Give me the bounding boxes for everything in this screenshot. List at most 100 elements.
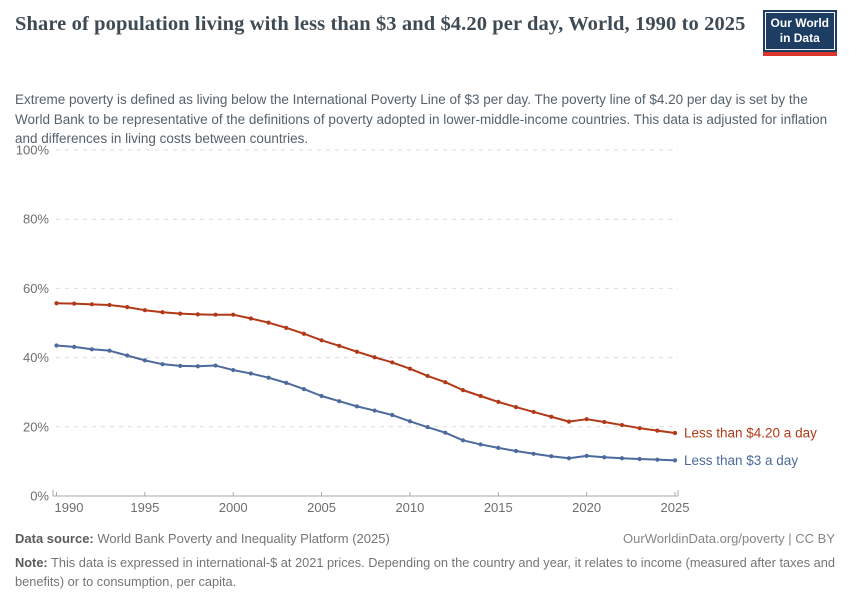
series-line-1 — [55, 344, 676, 462]
data-point — [655, 457, 660, 462]
data-point — [213, 363, 218, 368]
data-point — [619, 422, 625, 428]
data-point — [248, 316, 253, 321]
y-axis-tick-label: 40% — [23, 350, 49, 365]
data-point — [142, 358, 147, 363]
y-axis-tick-label: 80% — [23, 212, 49, 227]
footnote: Note: This data is expressed in internat… — [15, 553, 837, 591]
data-point — [266, 320, 271, 325]
datasource-row: Data source: World Bank Poverty and Ineq… — [15, 531, 835, 546]
data-point — [372, 408, 377, 413]
data-point — [54, 343, 59, 348]
data-point — [337, 399, 342, 404]
data-point — [602, 455, 607, 460]
license-label: CC BY — [795, 531, 835, 546]
x-axis-tick-label: 2005 — [307, 500, 336, 515]
data-point — [231, 312, 236, 317]
data-point — [637, 426, 642, 431]
data-point — [549, 454, 554, 459]
data-point — [390, 412, 395, 418]
data-point — [301, 386, 306, 392]
data-point — [460, 388, 466, 393]
data-point — [195, 364, 200, 369]
data-point — [425, 373, 430, 379]
x-axis-tick-label: 2010 — [395, 500, 424, 515]
data-point — [231, 367, 236, 373]
note-value: This data is expressed in international-… — [15, 555, 835, 590]
x-axis-tick-label: 2020 — [572, 500, 601, 515]
data-point — [478, 442, 483, 447]
data-point — [337, 343, 342, 348]
attribution-separator: | — [784, 531, 796, 546]
data-point — [89, 347, 94, 352]
data-point — [443, 380, 448, 385]
owid-logo-line2: in Data — [779, 31, 820, 45]
y-axis-tick-label: 0% — [30, 489, 49, 504]
data-point — [284, 325, 289, 330]
data-point — [125, 304, 130, 310]
data-point — [125, 353, 130, 358]
data-point — [513, 448, 519, 454]
data-point — [602, 419, 607, 425]
series-label-1: Less than $3 a day — [684, 453, 798, 468]
data-point — [619, 456, 625, 461]
owid-logo-text: Our World in Data — [764, 12, 835, 50]
data-point — [655, 428, 660, 433]
y-axis-tick-label: 20% — [23, 419, 49, 434]
data-point — [425, 425, 430, 430]
owid-poverty-link[interactable]: OurWorldinData.org/poverty — [623, 531, 785, 546]
data-point — [584, 453, 589, 458]
data-point — [319, 338, 324, 343]
attribution: OurWorldinData.org/poverty | CC BY — [623, 531, 835, 546]
series-label-0: Less than $4.20 a day — [684, 426, 817, 441]
data-point — [566, 456, 572, 461]
data-point — [266, 375, 271, 380]
data-point — [213, 312, 218, 317]
data-point — [496, 399, 501, 404]
chart-subtitle: Extreme poverty is defined as living bel… — [15, 92, 828, 147]
data-point — [89, 302, 94, 307]
x-axis-tick-label: 1990 — [55, 500, 84, 515]
data-point — [531, 451, 536, 456]
data-point — [319, 393, 324, 399]
data-point — [496, 445, 501, 451]
data-point — [72, 301, 77, 306]
data-point — [637, 456, 642, 462]
x-axis-tick-label: 2000 — [219, 500, 248, 515]
data-point — [354, 404, 360, 409]
data-point — [407, 419, 413, 424]
data-point — [478, 393, 483, 399]
x-axis-tick-label: 1995 — [130, 500, 159, 515]
data-point — [460, 438, 466, 443]
data-point — [178, 311, 183, 316]
data-point — [513, 404, 519, 410]
owid-logo[interactable]: Our World in Data — [762, 10, 837, 56]
data-point — [178, 363, 183, 369]
x-axis-tick-label: 2025 — [661, 500, 690, 515]
data-point — [160, 310, 165, 315]
owid-logo-line1: Our World — [770, 16, 829, 30]
data-point — [142, 308, 147, 313]
series-line-0 — [55, 302, 676, 435]
note-label: Note: — [15, 555, 48, 570]
data-point — [248, 371, 253, 376]
y-axis-tick-label: 60% — [23, 281, 49, 296]
data-point — [672, 458, 678, 463]
page-title: Share of population living with less tha… — [15, 13, 746, 35]
data-point — [354, 349, 360, 354]
data-point — [407, 366, 413, 371]
data-point — [301, 331, 306, 336]
data-point — [160, 362, 165, 367]
datasource-value: World Bank Poverty and Inequality Platfo… — [93, 531, 390, 546]
data-point — [284, 380, 289, 385]
data-point — [566, 419, 572, 424]
data-point — [372, 355, 377, 360]
data-point — [107, 302, 112, 308]
data-point — [54, 301, 59, 306]
data-point — [107, 348, 112, 353]
data-point — [531, 409, 536, 415]
x-axis-tick-label: 2015 — [484, 500, 513, 515]
datasource-label: Data source: — [15, 531, 94, 546]
data-point — [549, 414, 554, 419]
